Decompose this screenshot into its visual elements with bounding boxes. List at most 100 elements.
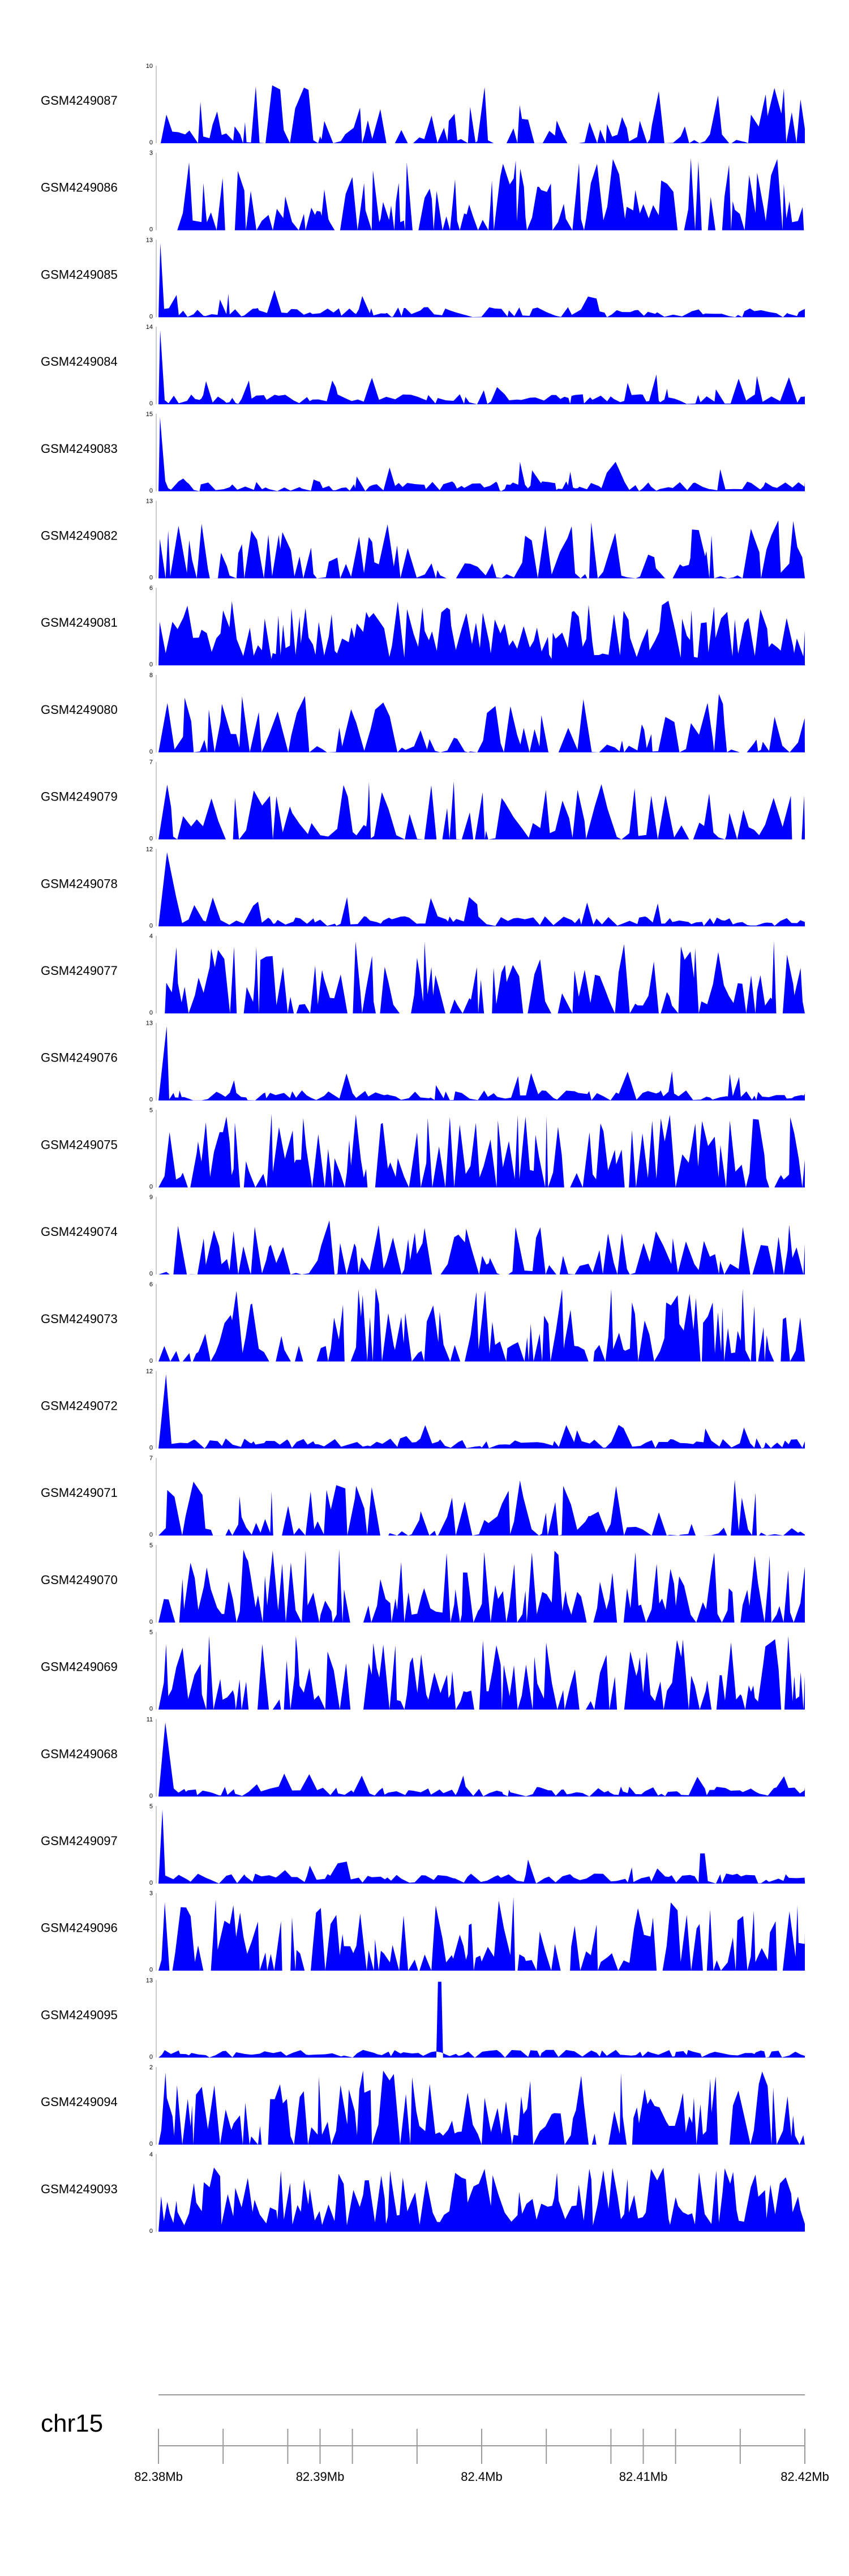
track-label: GSM4249077: [41, 964, 118, 978]
track: GSM4249085 13 0: [41, 237, 805, 320]
coverage-area: [158, 852, 805, 927]
track: GSM4249071 7 0: [41, 1455, 805, 1538]
y-max-label: 5: [149, 1542, 153, 1549]
track-label: GSM4249070: [41, 1573, 118, 1587]
track: GSM4249074 9 0: [41, 1194, 805, 1277]
track: GSM4249075 5 0: [41, 1107, 805, 1190]
track: GSM4249084 14 0: [41, 324, 805, 407]
track-label: GSM4249086: [41, 181, 118, 195]
track: GSM4249069 5 0: [41, 1629, 805, 1713]
track: GSM4249083 15 0: [41, 411, 805, 494]
track-label: GSM4249068: [41, 1747, 118, 1761]
y-max-label: 9: [149, 1194, 153, 1201]
track: GSM4249072 12 0: [41, 1368, 805, 1452]
coverage-area: [158, 941, 805, 1013]
y-max-label: 14: [146, 324, 153, 331]
coverage-area: [158, 1809, 805, 1884]
track: GSM4249077 4 0: [41, 933, 805, 1016]
y-max-label: 13: [146, 498, 153, 505]
coverage-area: [158, 1479, 805, 1536]
track-label: GSM4249074: [41, 1225, 118, 1239]
track-label: GSM4249080: [41, 703, 118, 717]
y-min-label: 0: [149, 1531, 153, 1538]
track-label: GSM4249075: [41, 1137, 118, 1152]
track-label: GSM4249083: [41, 442, 118, 456]
y-min-label: 0: [149, 575, 153, 581]
y-max-label: 11: [147, 1716, 153, 1723]
y-min-label: 0: [149, 1097, 153, 1103]
y-max-label: 5: [149, 1107, 153, 1114]
y-min-label: 0: [149, 1009, 153, 1016]
track-label: GSM4249076: [41, 1051, 118, 1065]
y-max-label: 13: [146, 237, 153, 243]
y-min-label: 0: [149, 1358, 153, 1364]
coverage-area: [158, 1374, 805, 1449]
track: GSM4249080 8 0: [41, 672, 805, 755]
y-max-label: 15: [146, 411, 153, 418]
track-label: GSM4249069: [41, 1660, 118, 1674]
coverage-area: [158, 1287, 805, 1362]
coverage-area: [158, 694, 805, 752]
y-min-label: 0: [149, 139, 153, 146]
y-min-label: 0: [149, 1445, 153, 1452]
y-max-label: 12: [146, 1368, 153, 1375]
y-min-label: 0: [149, 661, 153, 668]
track: GSM4249079 7 0: [41, 759, 805, 842]
y-max-label: 13: [146, 1020, 153, 1027]
axis-tick-label: 82.42Mb: [781, 2470, 829, 2484]
track: GSM4249087 10 0: [41, 63, 805, 146]
track: GSM4249096 3 0: [41, 1890, 805, 1974]
y-min-label: 0: [149, 487, 153, 494]
coverage-area: [158, 2070, 805, 2145]
track-label: GSM4249082: [41, 529, 118, 543]
y-max-label: 7: [149, 759, 153, 766]
track-label: GSM4249084: [41, 354, 118, 369]
coverage-area: [158, 781, 805, 840]
y-min-label: 0: [149, 2228, 153, 2235]
chromosome-label: chr15: [41, 2410, 103, 2437]
y-min-label: 0: [149, 2053, 153, 2060]
track: GSM4249076 13 0: [41, 1020, 805, 1103]
axis-tick-label: 82.41Mb: [619, 2470, 668, 2484]
track-label: GSM4249085: [41, 267, 118, 281]
track-label: GSM4249094: [41, 2095, 118, 2109]
y-min-label: 0: [149, 1619, 153, 1625]
track-label: GSM4249071: [41, 1486, 118, 1500]
y-min-label: 0: [149, 1792, 153, 1799]
track-label: GSM4249073: [41, 1312, 118, 1326]
coverage-tracks: GSM4249087100GSM424908630GSM4249085130GS…: [41, 63, 805, 2235]
track: GSM4249097 5 0: [41, 1803, 805, 1886]
coverage-area: [158, 601, 805, 666]
coverage-area: [158, 158, 805, 230]
coverage-area: [158, 330, 805, 405]
axis-tick-label: 82.38Mb: [134, 2470, 183, 2484]
coverage-area: [158, 1636, 805, 1710]
genome-axis: chr15 82.38Mb 82.39Mb 82.4Mb 82.41Mb 82.42Mb: [41, 2394, 829, 2484]
axis-tick-label: 82.39Mb: [296, 2470, 345, 2484]
track-label: GSM4249081: [41, 615, 118, 630]
coverage-area: [158, 85, 805, 143]
y-max-label: 12: [146, 846, 153, 853]
coverage-area: [158, 1982, 805, 2058]
coverage-area: [158, 1549, 805, 1623]
y-max-label: 7: [149, 1455, 153, 1462]
y-max-label: 13: [146, 1977, 153, 1984]
coverage-area: [158, 1026, 805, 1101]
track: GSM4249082 13 0: [41, 498, 805, 581]
y-min-label: 0: [149, 748, 153, 755]
coverage-area: [158, 417, 805, 491]
y-min-label: 0: [149, 400, 153, 407]
y-max-label: 4: [149, 2151, 153, 2158]
y-max-label: 6: [149, 585, 153, 592]
coverage-area: [158, 1722, 805, 1797]
track: GSM4249078 12 0: [41, 846, 805, 929]
y-max-label: 2: [149, 2064, 153, 2071]
y-min-label: 0: [149, 1706, 153, 1713]
y-min-label: 0: [149, 1270, 153, 1277]
track-label: GSM4249095: [41, 2008, 118, 2022]
track: GSM4249068 11 0: [41, 1716, 805, 1799]
axis-tick-label: 82.4Mb: [461, 2470, 502, 2484]
coverage-area: [158, 243, 805, 318]
y-min-label: 0: [149, 2141, 153, 2147]
track: GSM4249086 3 0: [41, 150, 805, 233]
